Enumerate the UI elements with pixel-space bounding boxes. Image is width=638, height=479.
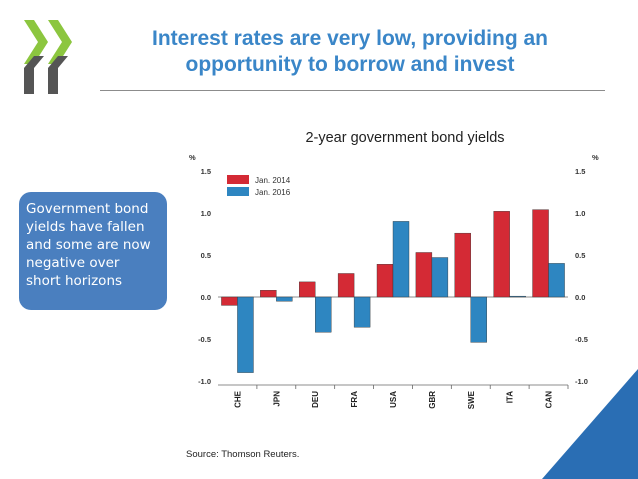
bar-ita-series2 [509,295,526,298]
bar-usa-series2 [392,221,410,298]
callout-line: and some are now [26,237,151,253]
bar-gbr-series1 [415,252,433,298]
y-tick-label-left: 0.0 [201,293,211,302]
category-label-ita: ITA [506,391,515,404]
category-label-jpn: JPN [272,391,281,407]
category-label-fra: FRA [350,391,359,408]
bar-swe-series2 [470,296,487,343]
y-tick-label-right: 1.0 [575,209,585,218]
legend-swatch [227,187,249,196]
category-label-usa: USA [389,391,398,408]
bar-ita-series1 [493,211,510,298]
bar-can-series2 [548,263,565,298]
bond-yield-chart: % % 1.5 1.5 1.0 1.0 0.5 0.5 0.0 0.0 -0.5 -0.5 -1.0 -1… [189,153,599,409]
title-divider [100,90,605,91]
callout-box: Government bond yields have fallen and s… [19,192,167,310]
y-tick-label-right: -0.5 [575,335,588,344]
bar-che-series2 [237,296,254,373]
bar-fra-series1 [337,273,355,298]
legend-label: Jan. 2016 [255,188,291,197]
category-label-gbr: GBR [428,391,437,409]
bar-usa-series1 [376,264,394,298]
callout-line: negative over [26,255,120,271]
bar-can-series1 [532,209,549,298]
chart-title: 2-year government bond yields [305,130,505,146]
y-tick-label-left: -1.0 [198,377,211,386]
legend-swatch [227,175,249,184]
category-label-deu: DEU [311,391,320,408]
y-tick-label-right: 1.5 [575,167,585,176]
callout-line: yields have fallen [26,219,145,235]
slide-title-line2: opportunity to borrow and invest [185,53,515,76]
slide-title: Interest rates are very low, providing a… [100,26,600,78]
category-label-swe: SWE [467,390,476,409]
legend-label: Jan. 2014 [255,176,291,185]
bar-deu-series2 [315,296,332,333]
y-tick-label-right: 0.5 [575,251,585,260]
y-tick-label-left: 0.5 [201,251,211,260]
bar-gbr-series2 [431,257,449,298]
source-note: Source: Thomson Reuters. [186,449,300,460]
oecd-logo-icon [24,20,72,94]
bar-deu-series1 [299,281,316,298]
y-unit-left: % [189,153,196,162]
bar-jpn-series1 [260,290,277,298]
bar-swe-series1 [454,232,471,298]
slide-title-line1: Interest rates are very low, providing a… [151,27,549,50]
y-tick-label-right: -1.0 [575,377,588,386]
bar-jpn-series2 [276,296,293,302]
y-tick-label-right: 0.0 [575,293,585,302]
category-label-che: CHE [233,390,242,408]
y-tick-label-left: 1.0 [201,209,211,218]
bar-fra-series2 [353,296,371,328]
bar-che-series1 [221,296,238,306]
y-tick-label-left: -0.5 [198,335,211,344]
callout-line: Government bond [26,201,149,217]
corner-decoration [542,369,638,479]
callout-line: short horizons [26,273,123,289]
category-label-can: CAN [545,391,554,409]
y-tick-label-left: 1.5 [201,167,211,176]
y-unit-right: % [592,153,599,162]
